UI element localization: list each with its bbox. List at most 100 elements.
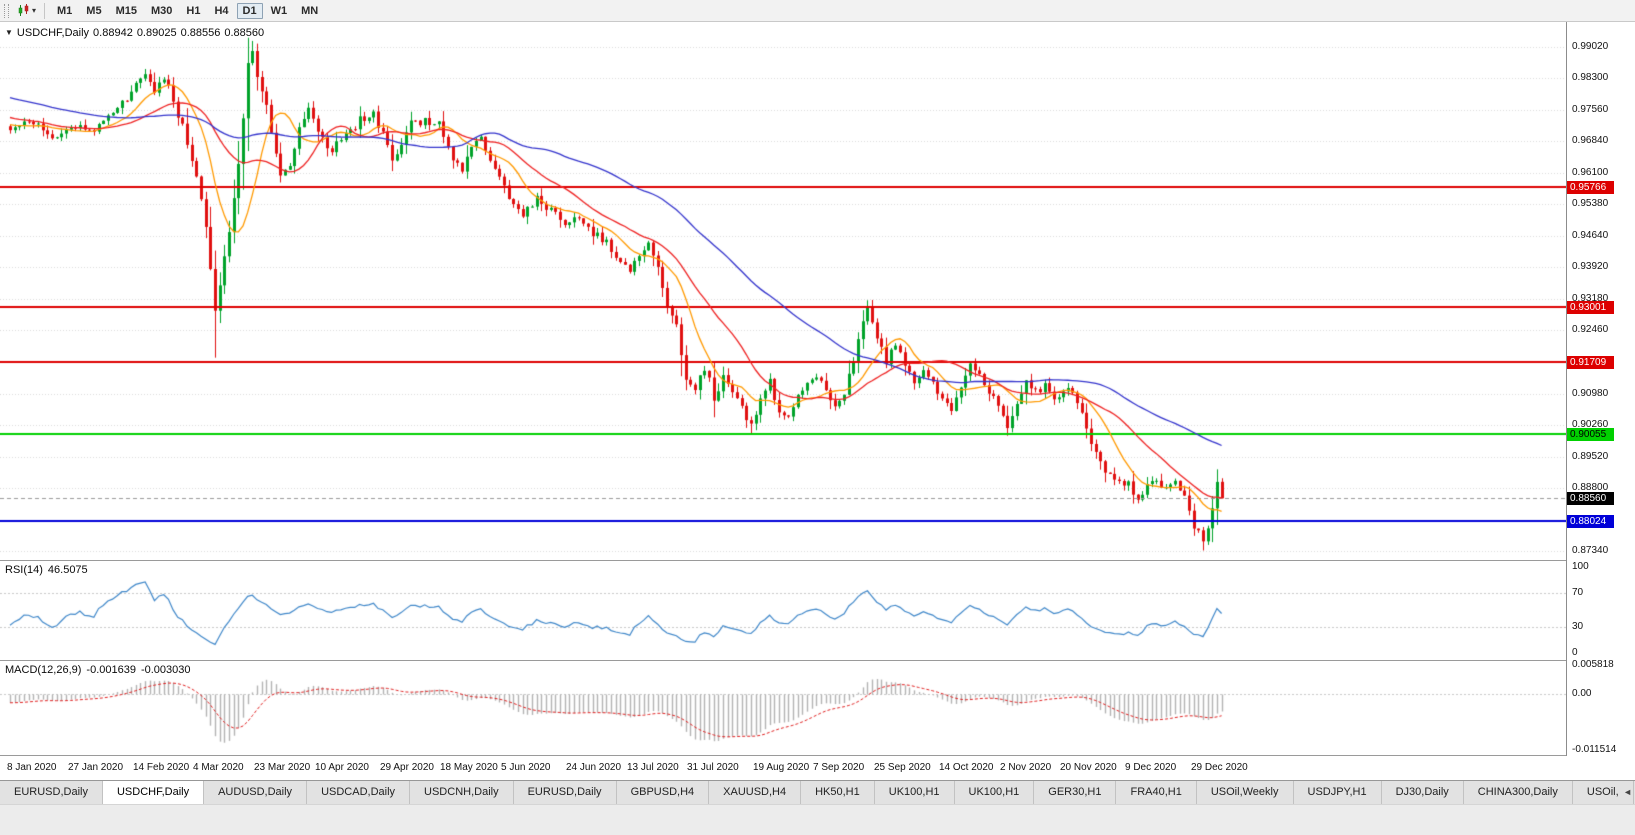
timeframe-button-M1[interactable]: M1	[57, 4, 73, 17]
timeframe-button-M15[interactable]: M15	[115, 4, 137, 17]
date-axis-label: 4 Mar 2020	[193, 762, 244, 773]
chart-tab-fra40-h1[interactable]: FRA40,H1	[1116, 781, 1197, 804]
price-axis-label: 0.96840	[1572, 135, 1609, 146]
macd-label: MACD(12,26,9) -0.001639 -0.003030	[5, 664, 196, 676]
timeframe-button-M30[interactable]: M30	[150, 4, 173, 17]
price-tag-0.88024: 0.88024	[1567, 515, 1614, 528]
toolbar-separator	[44, 2, 46, 19]
date-axis[interactable]: 8 Jan 2020 27 Jan 2020 14 Feb 2020 4 Mar 20…	[0, 756, 1635, 779]
date-axis-label: 8 Jan 2020	[7, 762, 57, 773]
date-axis-label: 27 Jan 2020	[68, 762, 124, 773]
price-axis-label: 0.94640	[1572, 230, 1609, 241]
chart-tab-usoil[interactable]: USOil,	[1572, 781, 1634, 804]
price-axis-label: 0.93920	[1572, 261, 1609, 272]
date-axis-label: 20 Nov 2020	[1060, 762, 1117, 773]
chart-tab-audusd-daily[interactable]: AUDUSD,Daily	[204, 781, 308, 804]
chart-type-button[interactable]: ▾	[14, 3, 39, 18]
date-axis-label: 31 Jul 2020	[687, 762, 739, 773]
chart-tab-eurusd-daily[interactable]: EURUSD,Daily	[0, 781, 103, 804]
chart-tab-usdjpy-h1[interactable]: USDJPY,H1	[1293, 781, 1382, 804]
macd-main-value: -0.001639	[86, 664, 136, 676]
rsi-axis-label: 70	[1572, 587, 1584, 598]
date-axis-label: 29 Dec 2020	[1191, 762, 1248, 773]
ohlc-open: 0.88942	[93, 27, 133, 39]
ohlc-high: 0.89025	[136, 27, 177, 39]
price-axis-label: 0.89520	[1572, 451, 1609, 462]
timeframe-button-W1[interactable]: W1	[270, 4, 288, 17]
timeframe-buttons: M1 M5 M15 M30 H1 H4 D1 W1 MN	[50, 2, 325, 19]
chart-tab-usdcad-daily[interactable]: USDCAD,Daily	[307, 781, 411, 804]
chart-tab-usdcnh-daily[interactable]: USDCNH,Daily	[410, 781, 514, 804]
price-tag-0.91709: 0.91709	[1567, 356, 1614, 369]
price-tag-0.90055: 0.90055	[1567, 428, 1614, 441]
date-axis-label: 19 Aug 2020	[753, 762, 810, 773]
price-axis-label: 0.93180	[1572, 293, 1609, 304]
window-bottom-area	[0, 804, 1635, 835]
date-axis-label: 5 Jun 2020	[501, 762, 551, 773]
date-axis-label: 14 Oct 2020	[939, 762, 994, 773]
timeframe-button-H1[interactable]: H1	[186, 4, 201, 17]
panel-separator[interactable]	[0, 560, 1635, 561]
chart-tab-ger30-h1[interactable]: GER30,H1	[1034, 781, 1117, 804]
price-axis-label: 0.95380	[1572, 198, 1609, 209]
macd-axis-bottom-label: -0.011514	[1572, 744, 1617, 755]
ohlc-close: 0.88560	[224, 27, 265, 39]
ohlc-low: 0.88556	[180, 27, 221, 39]
rsi-chart-canvas[interactable]	[0, 561, 1566, 660]
price-axis[interactable]: 0.99020 0.98300 0.97560 0.96840 0.96100 0.953…	[1566, 22, 1635, 756]
date-axis-label: 14 Feb 2020	[133, 762, 190, 773]
date-axis-label: 2 Nov 2020	[1000, 762, 1052, 773]
chart-tab-usoil-weekly[interactable]: USOil,Weekly	[1196, 781, 1294, 804]
chart-title: ▼ USDCHF,Daily 0.88942 0.89025 0.88556 0.8856…	[5, 27, 268, 39]
macd-chart-canvas[interactable]	[0, 661, 1566, 755]
panel-separator[interactable]	[0, 660, 1635, 661]
chevron-down-icon: ▾	[32, 5, 37, 15]
symbol-period-label: USDCHF,Daily	[16, 27, 90, 39]
chart-tab-dj30-daily[interactable]: DJ30,Daily	[1381, 781, 1464, 804]
timeframe-button-M5[interactable]: M5	[86, 4, 102, 17]
chart-tab-xauusd-h4[interactable]: XAUUSD,H4	[709, 781, 802, 804]
price-chart-canvas[interactable]	[0, 22, 1566, 560]
chart-tab-gbpusd-h4[interactable]: GBPUSD,H4	[616, 781, 710, 804]
price-axis-label: 0.97560	[1572, 104, 1609, 115]
price-axis-label: 0.90980	[1572, 388, 1609, 399]
date-axis-label: 13 Jul 2020	[627, 762, 679, 773]
rsi-label: RSI(14) 46.5075	[5, 564, 93, 576]
timeframe-button-MN[interactable]: MN	[301, 4, 319, 17]
candlestick-chart-icon	[18, 4, 29, 16]
timeframe-button-D1[interactable]: D1	[236, 2, 263, 19]
rsi-axis-label: 0	[1572, 647, 1578, 658]
chart-tab-uk100-h1[interactable]: UK100,H1	[874, 781, 955, 804]
chart-tab-uk100-h1[interactable]: UK100,H1	[954, 781, 1035, 804]
price-tag-0.95766: 0.95766	[1567, 181, 1614, 194]
rsi-value: 46.5075	[47, 564, 88, 576]
date-axis-label: 7 Sep 2020	[813, 762, 865, 773]
chart-tab-hk50-h1[interactable]: HK50,H1	[801, 781, 875, 804]
chart-tab-usdchf-daily[interactable]: USDCHF,Daily	[102, 781, 205, 804]
price-axis-label: 0.87340	[1572, 545, 1609, 556]
price-axis-label: 0.98300	[1572, 72, 1609, 83]
date-axis-label: 23 Mar 2020	[254, 762, 311, 773]
macd-axis-zero-label: 0.00	[1572, 688, 1592, 699]
price-axis-label: 0.96100	[1572, 167, 1609, 178]
timeframe-button-H4[interactable]: H4	[214, 4, 229, 17]
chart-tab-eurusd-daily[interactable]: EURUSD,Daily	[513, 781, 617, 804]
price-tag-0.93001: 0.93001	[1567, 301, 1614, 314]
price-axis-label: 0.88800	[1572, 482, 1609, 493]
date-axis-label: 24 Jun 2020	[566, 762, 622, 773]
toolbar-grip[interactable]	[4, 3, 9, 18]
chart-tabbar: EURUSD,Daily USDCHF,Daily AUDUSD,Daily USDC…	[0, 780, 1635, 804]
macd-signal-value: -0.003030	[140, 664, 191, 676]
date-axis-label: 29 Apr 2020	[380, 762, 434, 773]
price-axis-label: 0.99020	[1572, 41, 1609, 52]
price-axis-label: 0.92460	[1572, 324, 1609, 335]
date-axis-label: 10 Apr 2020	[315, 762, 369, 773]
macd-name: MACD(12,26,9)	[5, 664, 82, 676]
chart-tab-china300-daily[interactable]: CHINA300,Daily	[1463, 781, 1573, 804]
collapse-triangle-icon[interactable]: ▼	[5, 28, 13, 37]
date-axis-label: 18 May 2020	[440, 762, 498, 773]
tab-scroll-left-icon[interactable]: ◄	[1623, 787, 1632, 797]
rsi-name: RSI(14)	[5, 564, 43, 576]
panel-separator[interactable]	[0, 755, 1635, 756]
